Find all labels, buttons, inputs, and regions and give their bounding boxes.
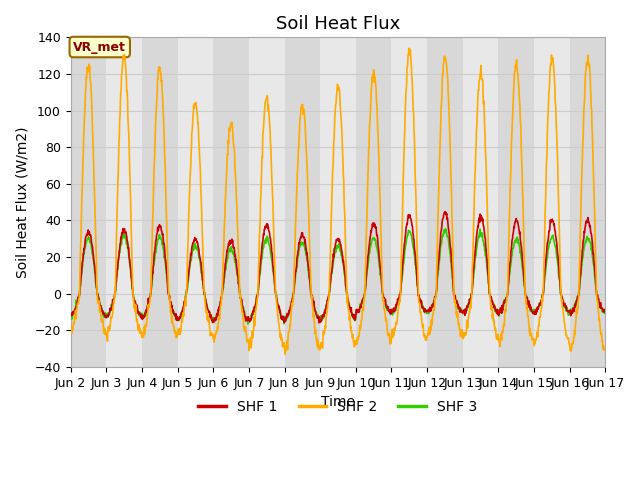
SHF 1 bbox=[442, 209, 449, 215]
Y-axis label: Soil Heat Flux (W/m2): Soil Heat Flux (W/m2) bbox=[15, 126, 29, 278]
SHF 2 bbox=[539, 299, 547, 304]
SHF 2 bbox=[281, 351, 289, 357]
X-axis label: Time: Time bbox=[321, 396, 355, 409]
Bar bbox=[356, 37, 392, 367]
SHF 3 bbox=[539, 293, 547, 299]
SHF 1 bbox=[539, 291, 547, 297]
Bar bbox=[285, 37, 320, 367]
SHF 3 bbox=[67, 316, 74, 322]
SHF 2 bbox=[67, 326, 74, 332]
SHF 2 bbox=[246, 340, 253, 346]
SHF 3 bbox=[244, 321, 252, 327]
SHF 1 bbox=[602, 308, 609, 314]
Line: SHF 1: SHF 1 bbox=[70, 212, 605, 323]
SHF 2 bbox=[602, 347, 609, 352]
Bar bbox=[427, 37, 463, 367]
SHF 1 bbox=[421, 308, 429, 314]
Bar bbox=[570, 37, 605, 367]
SHF 3 bbox=[246, 319, 253, 324]
Legend: SHF 1, SHF 2, SHF 3: SHF 1, SHF 2, SHF 3 bbox=[193, 394, 483, 420]
SHF 3 bbox=[492, 306, 499, 312]
Bar bbox=[213, 37, 249, 367]
SHF 3 bbox=[173, 317, 180, 323]
SHF 2 bbox=[422, 337, 429, 343]
SHF 2 bbox=[492, 325, 499, 331]
SHF 3 bbox=[186, 266, 193, 272]
SHF 1 bbox=[315, 320, 323, 325]
Text: VR_met: VR_met bbox=[74, 40, 126, 54]
SHF 2 bbox=[173, 330, 180, 336]
SHF 1 bbox=[492, 307, 499, 312]
Bar bbox=[499, 37, 534, 367]
Bar bbox=[142, 37, 177, 367]
SHF 2 bbox=[406, 46, 413, 51]
SHF 3 bbox=[421, 310, 429, 315]
Line: SHF 3: SHF 3 bbox=[70, 228, 605, 324]
SHF 3 bbox=[602, 310, 609, 315]
SHF 2 bbox=[186, 187, 193, 192]
Line: SHF 2: SHF 2 bbox=[70, 48, 605, 354]
SHF 1 bbox=[186, 262, 193, 268]
SHF 1 bbox=[173, 317, 180, 323]
Title: Soil Heat Flux: Soil Heat Flux bbox=[276, 15, 400, 33]
Bar bbox=[70, 37, 106, 367]
SHF 1 bbox=[67, 312, 74, 318]
SHF 1 bbox=[246, 318, 253, 324]
SHF 3 bbox=[442, 226, 449, 231]
